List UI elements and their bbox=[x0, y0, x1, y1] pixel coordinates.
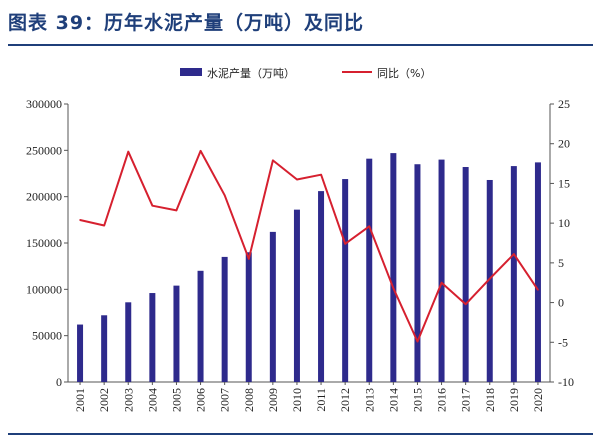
x-tick-label: 2018 bbox=[483, 388, 497, 412]
x-tick-label: 2006 bbox=[194, 388, 208, 412]
right-axis-ticks: -10 -5 0 5 10 15 20 25 bbox=[550, 97, 574, 389]
yoy-point bbox=[103, 224, 105, 227]
right-tick-label: 15 bbox=[558, 176, 570, 190]
bar bbox=[245, 252, 252, 382]
axes bbox=[67, 104, 551, 383]
right-tick-label: 10 bbox=[558, 216, 570, 230]
yoy-polyline bbox=[79, 149, 539, 343]
left-tick-label: 300000 bbox=[26, 97, 62, 111]
x-tick-label: 2005 bbox=[169, 388, 183, 412]
legend-bar-swatch bbox=[180, 68, 202, 76]
left-tick-label: 50000 bbox=[32, 329, 62, 343]
x-tick-label: 2010 bbox=[290, 388, 304, 412]
x-tick-label: 2012 bbox=[338, 388, 352, 412]
right-tick-label: 25 bbox=[558, 97, 570, 111]
left-tick-label: 0 bbox=[56, 375, 62, 389]
yoy-point bbox=[416, 340, 419, 343]
bar bbox=[149, 293, 156, 382]
x-tick-label: 2007 bbox=[218, 388, 232, 412]
x-tick-label: 2009 bbox=[266, 388, 280, 412]
x-tick-label: 2015 bbox=[410, 388, 424, 412]
title-divider bbox=[8, 44, 593, 46]
x-tick-label: 2011 bbox=[314, 388, 328, 412]
bar bbox=[390, 153, 397, 382]
bar bbox=[125, 302, 132, 382]
yoy-point bbox=[151, 204, 154, 207]
yoy-point bbox=[488, 277, 491, 280]
yoy-point bbox=[127, 150, 130, 153]
legend-label-yoy: 同比（%） bbox=[377, 67, 431, 80]
x-tick-label: 2003 bbox=[121, 388, 135, 412]
yoy-point bbox=[79, 219, 81, 221]
x-tick-label: 2020 bbox=[531, 388, 545, 412]
x-tick-label: 2001 bbox=[73, 388, 87, 412]
x-tick-label: 2002 bbox=[97, 388, 111, 412]
yoy-point bbox=[199, 150, 202, 152]
right-tick-label: 20 bbox=[558, 137, 570, 151]
bar bbox=[318, 191, 325, 382]
bar bbox=[77, 324, 84, 382]
left-tick-label: 150000 bbox=[26, 236, 62, 250]
legend: 水泥产量（万吨） 同比（%） bbox=[180, 66, 431, 80]
chart-title: 图表 39：历年水泥产量（万吨）及同比 bbox=[8, 12, 365, 34]
right-tick-label: -5 bbox=[558, 335, 568, 349]
right-tick-label: 5 bbox=[558, 256, 564, 270]
x-tick-label: 2017 bbox=[459, 388, 473, 412]
bar bbox=[221, 256, 228, 382]
yoy-point bbox=[392, 287, 395, 290]
yoy-line bbox=[79, 149, 539, 343]
bars bbox=[77, 153, 541, 382]
yoy-point bbox=[464, 303, 467, 305]
bar bbox=[462, 167, 469, 382]
right-tick-label: 0 bbox=[558, 296, 564, 310]
left-tick-label: 200000 bbox=[26, 190, 62, 204]
bar bbox=[101, 315, 108, 382]
bar bbox=[197, 270, 204, 382]
left-tick-label: 100000 bbox=[26, 282, 62, 296]
bar bbox=[510, 166, 517, 382]
x-tick-label: 2016 bbox=[435, 388, 449, 412]
yoy-point bbox=[175, 209, 178, 212]
bar bbox=[173, 285, 180, 382]
x-tick-label: 2013 bbox=[362, 388, 376, 412]
bar bbox=[438, 159, 445, 382]
bar bbox=[534, 162, 541, 382]
yoy-point bbox=[440, 281, 443, 284]
yoy-point bbox=[223, 194, 226, 197]
bar bbox=[342, 179, 349, 382]
x-tick-label: 2008 bbox=[242, 388, 256, 412]
yoy-point bbox=[344, 242, 346, 245]
x-tick-label: 2019 bbox=[507, 388, 521, 412]
left-tick-label: 250000 bbox=[26, 143, 62, 157]
right-tick-label: -10 bbox=[558, 375, 574, 389]
yoy-point bbox=[513, 253, 515, 255]
yoy-point bbox=[320, 173, 322, 176]
yoy-point bbox=[296, 178, 298, 181]
x-axis-ticks: 2001 2002 2003 2004 2005 2006 2007 2008 2009 2010… bbox=[73, 382, 545, 412]
bar bbox=[486, 179, 493, 382]
bar bbox=[414, 164, 421, 382]
yoy-point bbox=[368, 225, 371, 228]
yoy-point bbox=[537, 289, 539, 291]
left-axis-ticks: 0 50000 100000 150000 200000 250000 300000 bbox=[26, 97, 68, 389]
x-tick-label: 2004 bbox=[145, 388, 159, 412]
bar bbox=[366, 158, 373, 382]
bottom-divider bbox=[8, 433, 593, 435]
legend-label-output: 水泥产量（万吨） bbox=[207, 66, 295, 80]
yoy-point bbox=[272, 159, 274, 162]
x-tick-label: 2014 bbox=[386, 388, 400, 412]
bar bbox=[293, 209, 300, 382]
yoy-point bbox=[247, 258, 250, 260]
bar bbox=[269, 231, 276, 382]
